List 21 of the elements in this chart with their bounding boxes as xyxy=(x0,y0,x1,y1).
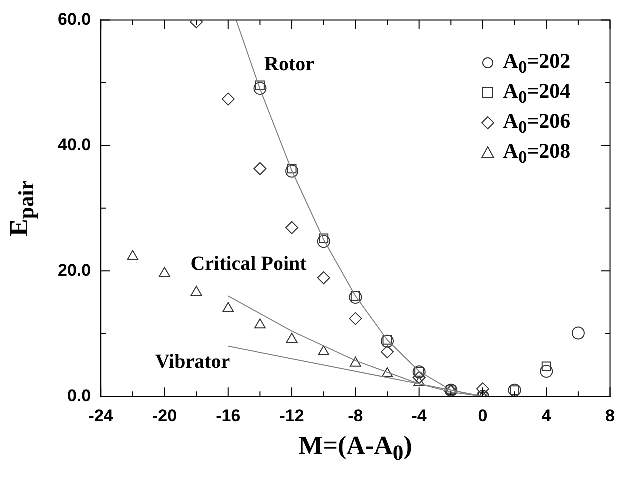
x-axis-title: M=(A-A$_{0}$) xyxy=(298,430,412,466)
annotation: Rotor xyxy=(264,54,315,76)
x-tick-label: -16 xyxy=(216,406,241,426)
y-tick-label: 40.0 xyxy=(58,135,92,154)
x-tick-label: -12 xyxy=(280,406,304,426)
x-tick-label: -24 xyxy=(88,406,114,426)
legend-label: A$_{0}$=206 xyxy=(503,108,571,138)
legend-label: A$_{0}$=202 xyxy=(503,48,571,78)
x-tick-label: -8 xyxy=(348,406,364,426)
annotation: Vibrator xyxy=(155,350,230,373)
x-tick-label: -20 xyxy=(152,406,178,426)
x-tick-label: 8 xyxy=(606,406,616,426)
x-tick-label: 0 xyxy=(478,406,488,426)
legend-label: A$_{0}$=204 xyxy=(503,78,571,108)
y-tick-label: 60.0 xyxy=(58,10,92,29)
y-tick-label: 20.0 xyxy=(58,260,92,280)
x-tick-label: 4 xyxy=(542,406,552,426)
x-tick-label: -4 xyxy=(412,406,428,426)
legend-label: A$_{0}$=208 xyxy=(503,138,571,168)
annotation: Critical Point xyxy=(190,253,308,276)
y-tick-label: 0.0 xyxy=(67,386,92,406)
